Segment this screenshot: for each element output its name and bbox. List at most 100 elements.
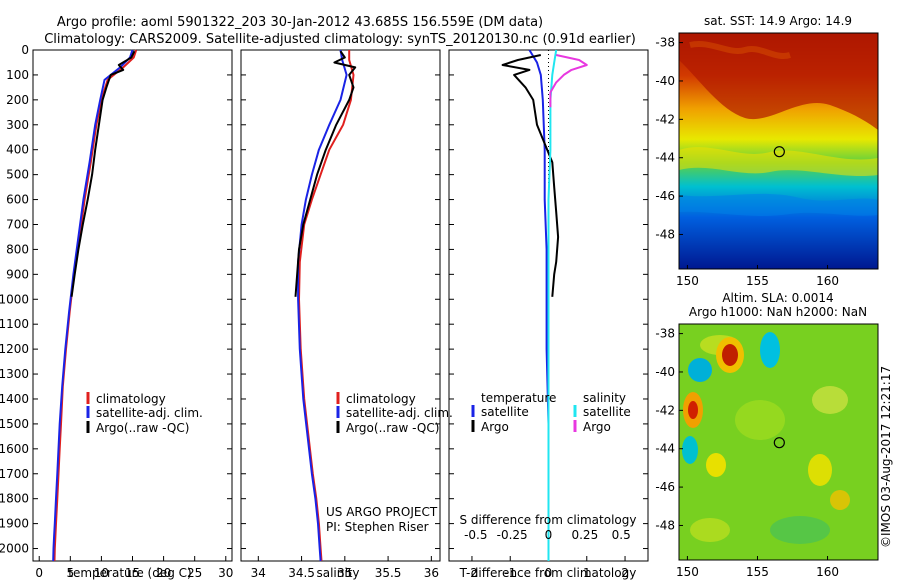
x-tick-label: 2 xyxy=(621,566,629,580)
legend-label-argo: Argo(..raw -QC) xyxy=(346,421,439,435)
difference-legend: temperature salinity satellite Argo sate… xyxy=(471,391,631,434)
s-difference-tick-label: 0.5 xyxy=(612,528,631,542)
y-tick-label: 0 xyxy=(21,43,29,57)
map-y-tick-label: -48 xyxy=(655,227,675,241)
difference-panel: -2 -1 0 1 2 temperature salinity satellite A… xyxy=(448,49,649,580)
map-x-tick-label: 155 xyxy=(746,565,769,579)
imos-credit: ©IMOS 03-Aug-2017 12:21:17 xyxy=(879,366,893,548)
sla-map-title-line2: Argo h1000: NaN h2000: NaN xyxy=(689,305,867,319)
map-y-tick-label: -38 xyxy=(655,327,675,341)
map-x-tick-label: 150 xyxy=(676,565,699,579)
map-y-tick-label: -42 xyxy=(655,403,675,417)
map-y-tick-label: -44 xyxy=(655,151,675,165)
y-tick-label: 1500 xyxy=(0,417,29,431)
legend-label-satellite: satellite-adj. clim. xyxy=(346,406,453,420)
x-tick-label: 1 xyxy=(583,566,591,580)
x-tick-label: 36 xyxy=(424,566,439,580)
y-tick-label: 600 xyxy=(6,193,29,207)
x-tick-label: 35 xyxy=(337,566,352,580)
series-line-salinity-argo xyxy=(549,54,588,108)
y-tick-label: 400 xyxy=(6,143,29,157)
sst-map-frame xyxy=(678,32,879,270)
map-x-tick-label: 160 xyxy=(816,274,839,288)
y-tick-label: 200 xyxy=(6,93,29,107)
map-y-tick-label: -46 xyxy=(655,480,675,494)
legend-title-salinity: salinity xyxy=(583,391,626,405)
y-tick-label: 100 xyxy=(6,68,29,82)
x-tick-label: 0 xyxy=(35,566,43,580)
map-x-tick-label: 155 xyxy=(746,274,769,288)
x-tick-label: 15 xyxy=(125,566,140,580)
y-tick-label: 1400 xyxy=(0,392,29,406)
x-tick-label: 10 xyxy=(94,566,109,580)
salinity-xlabel: salinity xyxy=(316,566,359,580)
salinity-plot-frame xyxy=(240,49,441,562)
x-tick-label: 20 xyxy=(156,566,171,580)
y-tick-label: 1100 xyxy=(0,317,29,331)
salinity-panel: 34 34.5 35 35.5 36 climatology satellite-adj… xyxy=(240,49,453,580)
y-tick-label: 2000 xyxy=(0,542,29,556)
x-tick-label: 35.5 xyxy=(375,566,402,580)
temperature-xlabel: temperature (deg C) xyxy=(68,566,191,580)
legend-label-climatology: climatology xyxy=(346,392,416,406)
s-difference-tick-label: 0.25 xyxy=(571,528,598,542)
sst-map-panel: sat. SST: 14.9 Argo: 14.9 150 155 160 -38 -4… xyxy=(655,14,879,288)
sla-argo-location-marker xyxy=(773,437,785,449)
sst-argo-location-marker xyxy=(773,146,785,158)
map-y-tick-label: -40 xyxy=(655,74,675,88)
y-tick-label: 800 xyxy=(6,242,29,256)
sla-map-ticks: 150 155 160 -38 -40 -42 -44 -46 -48 xyxy=(655,327,839,579)
x-tick-label: 5 xyxy=(66,566,74,580)
figure-title-line1: Argo profile: aoml 5901322_203 30-Jan-20… xyxy=(57,15,543,30)
legend-label-satellite: satellite-adj. clim. xyxy=(96,406,203,420)
y-tick-label: 1800 xyxy=(0,492,29,506)
map-y-tick-label: -40 xyxy=(655,365,675,379)
series-line-argo-raw-qc- xyxy=(294,50,357,297)
temperature-legend: climatology satellite-adj. clim. Argo(..… xyxy=(86,392,203,435)
s-difference-tick-label: 0 xyxy=(545,528,553,542)
map-y-tick-label: -44 xyxy=(655,442,675,456)
legend-label-s-argo: Argo xyxy=(583,420,611,434)
temperature-plot-frame xyxy=(32,49,233,562)
series-line-argo xyxy=(501,54,560,297)
sla-map-panel: Altim. SLA: 0.0014 Argo h1000: NaN h2000… xyxy=(655,291,879,579)
s-difference-ticks: -0.5 -0.25 0 0.25 0.5 xyxy=(464,528,631,542)
legend-label-argo: Argo(..raw -QC) xyxy=(96,421,189,435)
y-tick-label: 900 xyxy=(6,267,29,281)
series-line-satellite-adj-clim- xyxy=(297,49,348,562)
s-difference-tick-label: -0.5 xyxy=(464,528,487,542)
figure-title-line2: Climatology: CARS2009. Satellite-adjuste… xyxy=(44,32,636,47)
series-line-argo-raw-qc- xyxy=(70,50,136,297)
sla-map-frame xyxy=(678,323,879,561)
salinity-depth-ticks xyxy=(241,49,440,550)
sst-map-title: sat. SST: 14.9 Argo: 14.9 xyxy=(704,14,852,28)
map-y-tick-label: -46 xyxy=(655,189,675,203)
salinity-axis-ticks: 34 34.5 35 35.5 36 xyxy=(251,556,439,580)
x-tick-label: 25 xyxy=(187,566,202,580)
x-tick-label: 0 xyxy=(545,566,553,580)
legend-label-climatology: climatology xyxy=(96,392,166,406)
legend-title-temperature: temperature xyxy=(481,391,556,405)
sst-map-image xyxy=(679,33,878,269)
sla-map-title-line1: Altim. SLA: 0.0014 xyxy=(722,291,833,305)
x-tick-label: 30 xyxy=(218,566,233,580)
x-tick-label: 34 xyxy=(251,566,266,580)
series-line-satellite-adj-clim- xyxy=(52,49,134,562)
y-tick-label: 1900 xyxy=(0,517,29,531)
temperature-axis-ticks: 0 5 10 15 20 25 30 xyxy=(35,556,233,580)
y-tick-label: 1000 xyxy=(0,292,29,306)
y-tick-label: 700 xyxy=(6,217,29,231)
legend-label-t-satellite: satellite xyxy=(481,405,529,419)
map-y-tick-label: -48 xyxy=(655,518,675,532)
map-x-tick-label: 150 xyxy=(676,274,699,288)
series-line-salinity-satellite xyxy=(547,49,558,561)
series-line-satellite xyxy=(528,49,550,561)
x-tick-label: 34.5 xyxy=(288,566,315,580)
project-annotation: US ARGO PROJECT xyxy=(326,505,438,519)
map-y-tick-label: -42 xyxy=(655,112,675,126)
x-tick-label: -1 xyxy=(504,566,516,580)
series-line-climatology xyxy=(298,50,355,562)
y-tick-label: 1700 xyxy=(0,467,29,481)
difference-xlabel: T difference from climatology xyxy=(459,566,637,580)
legend-label-s-satellite: satellite xyxy=(583,405,631,419)
